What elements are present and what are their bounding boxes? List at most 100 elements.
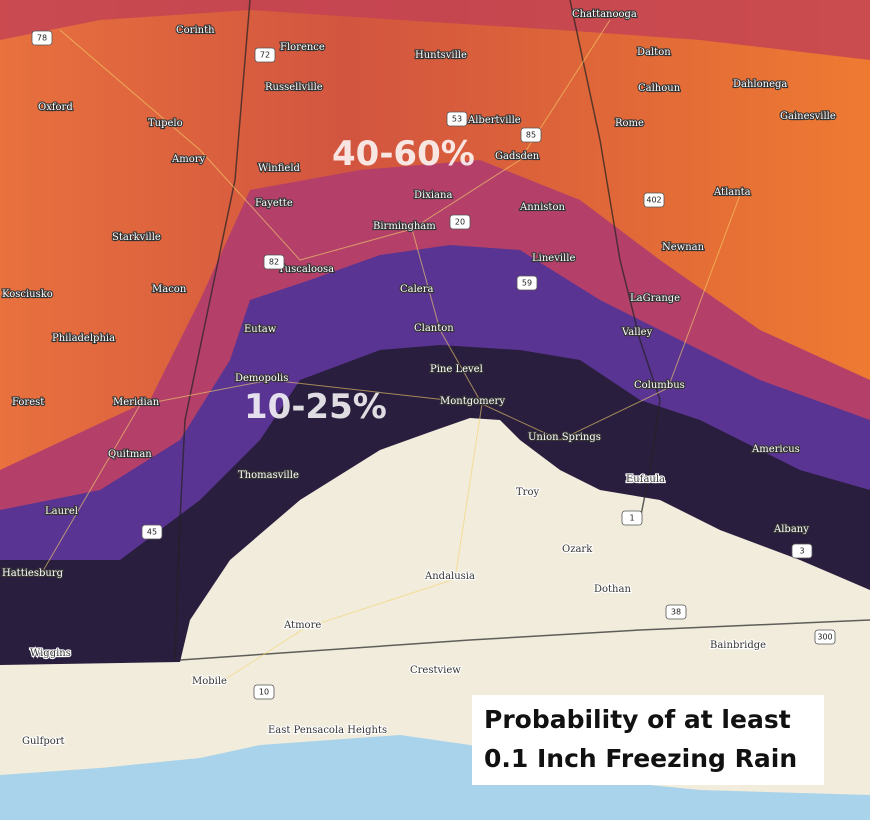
- highway-number: 82: [269, 258, 279, 267]
- labels: Eufaula Troy Ozark Andalusia Dothan Atmore Bai…: [1, 8, 837, 748]
- city-label: Quitman: [108, 449, 152, 460]
- city-label: Anniston: [519, 202, 565, 213]
- city-label: Albany: [773, 524, 809, 535]
- state-line: [179, 619, 870, 661]
- caption-line: Probability of at least: [484, 705, 791, 734]
- city-label: Newnan: [662, 242, 705, 253]
- highway-shield: [253, 684, 275, 700]
- probability-zone-label: 40-60%: [332, 134, 475, 174]
- highway-number: 53: [452, 115, 462, 124]
- city-label: Atmore: [283, 620, 321, 631]
- state-line: [174, 0, 251, 661]
- city-label: Tupelo: [148, 118, 183, 129]
- city-label: Oxford: [38, 102, 73, 113]
- highway-number: 85: [526, 131, 536, 140]
- city-label: Laurel: [45, 506, 78, 517]
- city-label: Demopolis: [235, 373, 288, 384]
- south-labels: Eufaula Troy Ozark Andalusia Dothan Atmore Bai…: [21, 473, 767, 748]
- city-label: Lineville: [532, 253, 575, 264]
- highway-number: 72: [260, 51, 270, 60]
- city-label: Huntsville: [415, 50, 467, 61]
- city-label: Columbus: [634, 380, 685, 391]
- city-label: Florence: [280, 42, 325, 53]
- city-label: Calera: [400, 284, 434, 295]
- road: [39, 379, 483, 577]
- city-label: Winfield: [258, 163, 301, 174]
- gulf-water: [0, 735, 870, 820]
- city-label: Ozark: [562, 544, 593, 555]
- city-label: Forest: [12, 397, 44, 408]
- city-label: Bainbridge: [710, 640, 766, 651]
- city-label: Andalusia: [424, 571, 475, 582]
- city-label: Eutaw: [244, 324, 277, 335]
- city-label: Union Springs: [528, 432, 601, 443]
- city-label: Birmingham: [373, 221, 436, 232]
- highway-number: 402: [646, 196, 661, 205]
- city-label: Dothan: [594, 584, 631, 595]
- city-label: Wiggins: [30, 648, 71, 659]
- city-label: Macon: [152, 284, 187, 295]
- caption-box: [472, 695, 824, 785]
- city-label: Starkville: [112, 232, 161, 243]
- highway-shield: [791, 543, 813, 559]
- city-label: Mobile: [192, 676, 227, 687]
- city-label: Eufaula: [626, 474, 665, 485]
- city-label: Americus: [751, 444, 800, 455]
- city-label: Corinth: [176, 25, 215, 36]
- city-label: Valley: [621, 327, 653, 338]
- city-label: Dahlonega: [733, 79, 787, 90]
- city-label: Atlanta: [713, 187, 751, 198]
- city-label: Tuscaloosa: [278, 264, 334, 275]
- city-label: Dalton: [637, 47, 671, 58]
- highway-shield: [643, 192, 665, 208]
- city-label: Fayette: [255, 198, 293, 209]
- state-line: [569, 0, 661, 521]
- probability-zone-label: 10-25%: [244, 387, 387, 427]
- highway-shield: [263, 254, 285, 270]
- highway-number: 59: [522, 279, 532, 288]
- highway-shield: [814, 629, 836, 645]
- road: [217, 403, 483, 685]
- city-label: Thomasville: [238, 470, 299, 481]
- city-label: Gulfport: [22, 736, 65, 747]
- highway-shield: [516, 275, 538, 291]
- highway-shield: [141, 524, 163, 540]
- highway-shield: [254, 47, 276, 63]
- city-label: Clanton: [414, 323, 454, 334]
- city-label: Gainesville: [780, 111, 836, 122]
- city-label: Russellville: [265, 82, 323, 93]
- highway-shield: [446, 111, 468, 127]
- highway-shield: [621, 510, 643, 526]
- highway-number: 10: [259, 688, 269, 697]
- highway-number: 20: [455, 218, 465, 227]
- city-label: Rome: [615, 118, 644, 129]
- caption-line: 0.1 Inch Freezing Rain: [484, 744, 797, 773]
- city-label: Montgomery: [440, 396, 505, 407]
- city-label: LaGrange: [630, 293, 680, 304]
- highway-shield: [449, 214, 471, 230]
- road: [411, 194, 741, 441]
- city-label: Calhoun: [638, 83, 681, 94]
- city-label: East Pensacola Heights: [268, 725, 387, 736]
- highway-shield: [665, 604, 687, 620]
- highway-number: 300: [817, 633, 832, 642]
- highway-shield: [520, 127, 542, 143]
- city-label: Hattiesburg: [2, 568, 64, 579]
- city-label: Meridian: [113, 397, 160, 408]
- city-label: Troy: [516, 487, 539, 498]
- highway-number: 78: [37, 34, 47, 43]
- highway-number: 45: [147, 528, 157, 537]
- highway-number: 1: [629, 514, 634, 523]
- highway-number: 3: [799, 547, 804, 556]
- city-label: Gadsden: [495, 151, 540, 162]
- city-label: Amory: [171, 154, 206, 165]
- city-label: Dixiana: [414, 190, 452, 201]
- city-label: Pine Level: [430, 364, 483, 375]
- state-lines: [174, 0, 870, 661]
- highway-number: 38: [671, 608, 681, 617]
- city-label: Philadelphia: [52, 333, 115, 344]
- city-label: Chattanooga: [572, 9, 637, 20]
- city-label: Albertville: [467, 115, 521, 126]
- city-label: Kosciusko: [2, 289, 53, 300]
